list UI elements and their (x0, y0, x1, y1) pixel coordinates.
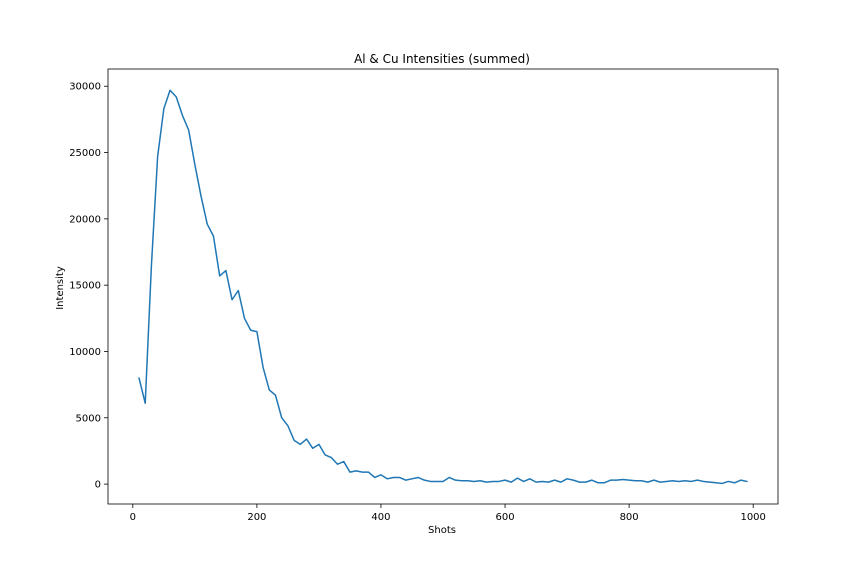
x-tick-label: 0 (130, 512, 136, 523)
x-tick-label: 800 (620, 512, 639, 523)
y-tick-label: 20000 (69, 214, 101, 225)
y-axis: 0 5000 10000 15000 20000 25000 30000 (69, 82, 108, 491)
x-tick-label: 600 (495, 512, 514, 523)
plot-frame (107, 68, 779, 505)
x-tick-label: 200 (247, 512, 266, 523)
y-tick-label: 15000 (69, 281, 101, 292)
y-tick-label: 10000 (69, 347, 101, 358)
x-tick-label: 400 (371, 512, 390, 523)
y-tick-label: 0 (95, 480, 101, 491)
chart-title: Al & Cu Intensities (summed) (354, 52, 530, 66)
y-tick-label: 5000 (76, 413, 101, 424)
y-tick-label: 30000 (69, 82, 101, 93)
x-axis-label: Shots (428, 525, 456, 536)
x-axis: 0 200 400 600 800 1000 (130, 504, 766, 523)
y-axis-label: Intensity (55, 266, 66, 310)
series-line (138, 89, 748, 485)
y-tick-label: 25000 (69, 148, 101, 159)
x-tick-label: 1000 (740, 512, 765, 523)
plot-area (139, 90, 747, 483)
